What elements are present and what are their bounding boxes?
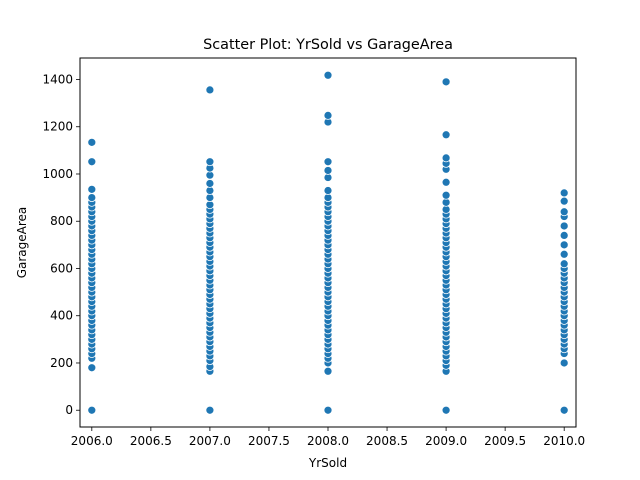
x-axis-label: YrSold — [308, 456, 347, 470]
chart-title: Scatter Plot: YrSold vs GarageArea — [203, 37, 453, 53]
y-tick-label: 200 — [50, 356, 73, 370]
scatter-point — [87, 137, 97, 147]
x-axis: 2006.0 2006.5 2007.0 2007.5 2008.0 2008.5 2009… — [71, 427, 585, 448]
scatter-point — [323, 166, 333, 175]
scatter-point — [559, 207, 569, 217]
scatter-point — [87, 405, 97, 415]
scatter-point — [323, 70, 333, 80]
scatter-point — [323, 186, 333, 195]
scatter-point — [559, 249, 569, 259]
scatter-point — [559, 196, 569, 206]
scatter-point — [205, 85, 215, 95]
scatter-point — [205, 405, 215, 415]
scatter-point — [323, 111, 333, 120]
scatter-point — [559, 405, 569, 415]
x-tick-label: 2009.5 — [484, 434, 526, 448]
x-tick-label: 2008.0 — [307, 434, 349, 448]
y-tick-label: 1200 — [42, 120, 73, 134]
x-tick-label: 2007.5 — [248, 434, 290, 448]
scatter-point — [441, 177, 451, 187]
scatter-point — [441, 77, 451, 87]
scatter-point — [559, 221, 569, 231]
scatter-point — [559, 259, 569, 269]
scatter-point — [559, 240, 569, 250]
scatter-point — [559, 358, 569, 368]
y-tick-label: 1000 — [42, 167, 73, 181]
x-tick-label: 2009.0 — [425, 434, 467, 448]
y-tick-label: 800 — [50, 214, 73, 228]
scatter-point — [87, 157, 97, 167]
scatter-point — [441, 153, 451, 163]
scatter-point — [559, 231, 569, 240]
scatter-point — [441, 130, 451, 140]
y-axis: 0 200 400 600 800 1000 1200 1400 — [42, 72, 80, 417]
y-tick-label: 400 — [50, 309, 73, 323]
scatter-point — [205, 179, 215, 188]
scatter-point — [323, 366, 333, 376]
y-tick-label: 1400 — [42, 72, 73, 86]
data-points — [87, 70, 569, 415]
scatter-point — [87, 193, 97, 202]
scatter-point — [87, 184, 97, 194]
y-axis-label: GarageArea — [15, 207, 29, 279]
scatter-point — [323, 157, 333, 167]
x-tick-label: 2010.0 — [543, 434, 585, 448]
scatter-point — [441, 405, 451, 415]
scatter-point — [559, 188, 569, 198]
scatter-point — [87, 363, 97, 373]
scatter-point — [323, 405, 333, 415]
scatter-point — [205, 157, 215, 167]
scatter-point — [441, 190, 451, 200]
x-tick-label: 2006.5 — [130, 434, 172, 448]
y-tick-label: 600 — [50, 261, 73, 275]
x-tick-label: 2008.5 — [366, 434, 408, 448]
x-tick-label: 2007.0 — [189, 434, 231, 448]
y-tick-label: 0 — [65, 403, 73, 417]
x-tick-label: 2006.0 — [71, 434, 113, 448]
